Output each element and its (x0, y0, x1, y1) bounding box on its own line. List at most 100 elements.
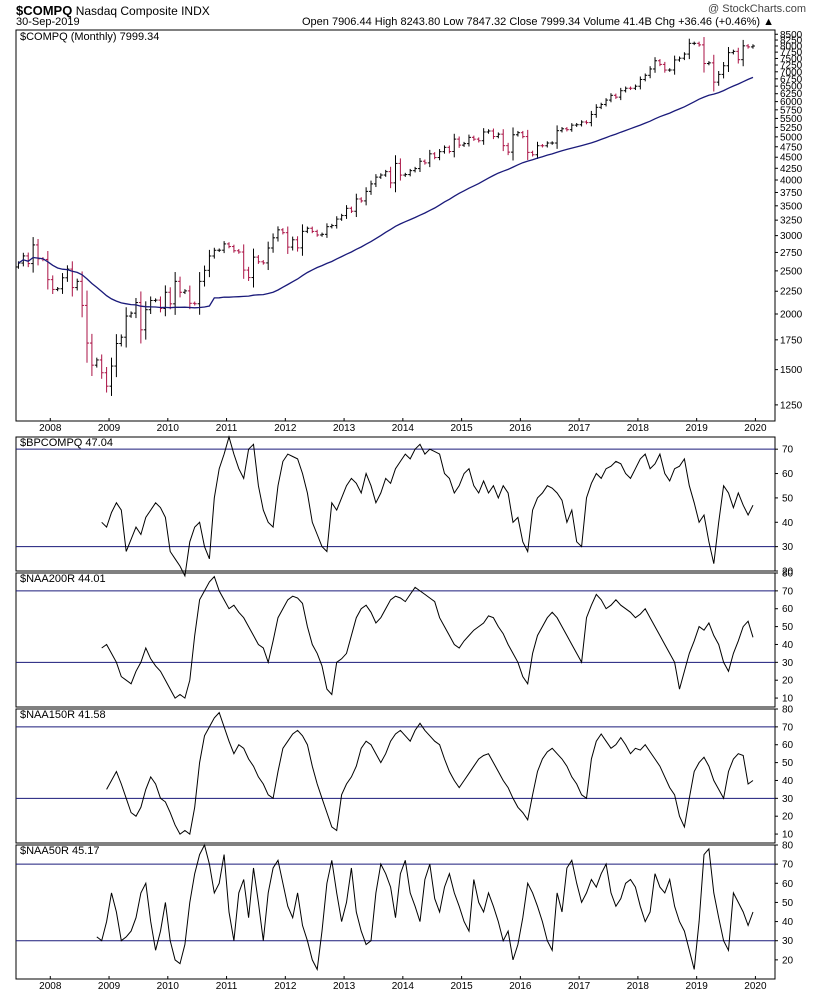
price-tick-label: 6500 (780, 82, 803, 93)
indicator-panel-title: $NAA50R 45.17 (20, 845, 100, 857)
indicator-tick-label: 50 (782, 898, 794, 909)
price-tick-label: 3750 (780, 188, 803, 199)
price-tick-label: 5500 (780, 114, 803, 125)
year-label: 2020 (744, 981, 767, 992)
year-label: 2014 (392, 981, 415, 992)
year-label: 2018 (627, 423, 650, 434)
price-tick-label: 8500 (780, 30, 803, 41)
price-tick-label: 6250 (780, 89, 803, 100)
indicator-tick-label: 60 (782, 740, 794, 751)
symbol-ticker: $COMPQ (16, 3, 73, 18)
indicator-panel-title: $BPCOMPQ 47.04 (20, 437, 113, 449)
indicator-tick-label: 70 (782, 586, 794, 597)
year-label: 2017 (568, 981, 591, 992)
indicator-tick-label: 60 (782, 469, 794, 480)
price-tick-label: 3000 (780, 231, 803, 242)
panel-frame-0 (15, 29, 776, 422)
indicator-line (101, 575, 754, 699)
stockcharts-logo: @ StockCharts.com (708, 3, 806, 15)
price-tick-label: 7750 (780, 48, 803, 59)
indicator-tick-label: 40 (782, 640, 794, 651)
indicator-tick-label: 70 (782, 860, 794, 871)
indicator-tick-label: 80 (782, 569, 794, 580)
year-label: 2012 (274, 423, 297, 434)
year-label: 2018 (627, 981, 650, 992)
indicator-panel-title: $NAA200R 44.01 (20, 573, 106, 585)
year-label: 2009 (98, 423, 121, 434)
year-label: 2017 (568, 423, 591, 434)
indicator-tick-label: 20 (782, 812, 794, 823)
year-label: 2019 (686, 981, 709, 992)
indicator-tick-label: 30 (782, 658, 794, 669)
year-label: 2009 (98, 981, 121, 992)
price-tick-label: 1500 (780, 365, 803, 376)
ohlc-summary: Open 7906.44 High 8243.80 Low 7847.32 Cl… (301, 16, 774, 28)
indicator-line (96, 843, 754, 972)
year-label: 2008 (39, 981, 62, 992)
moving-average-line (18, 76, 754, 309)
year-label: 2013 (333, 423, 356, 434)
price-tick-label: 8250 (780, 36, 803, 47)
price-tick-label: 2750 (780, 248, 803, 259)
indicator-tick-label: 30 (782, 542, 794, 553)
price-tick-label: 8000 (780, 41, 803, 52)
indicator-tick-label: 20 (782, 955, 794, 966)
price-tick-label: 5250 (780, 123, 803, 134)
indicator-tick-label: 70 (782, 445, 794, 456)
indicator-tick-label: 50 (782, 758, 794, 769)
price-tick-label: 3250 (780, 216, 803, 227)
year-label: 2016 (509, 423, 532, 434)
price-tick-label: 7500 (780, 54, 803, 65)
price-tick-label: 1750 (780, 335, 803, 346)
indicator-tick-label: 20 (782, 676, 794, 687)
indicator-tick-label: 80 (782, 841, 794, 852)
symbol-name: Nasdaq Composite INDX (75, 4, 210, 18)
symbol-title: $COMPQ Nasdaq Composite INDX (16, 3, 210, 18)
indicator-tick-label: 50 (782, 493, 794, 504)
year-label: 2020 (744, 423, 767, 434)
indicator-tick-label: 40 (782, 518, 794, 529)
panel-frame-2 (15, 572, 776, 708)
year-label: 2016 (509, 981, 532, 992)
indicator-tick-label: 70 (782, 722, 794, 733)
indicator-tick-label: 30 (782, 936, 794, 947)
chart-date: 30-Sep-2019 (16, 16, 80, 28)
price-tick-label: 2250 (780, 287, 803, 298)
price-tick-label: 4750 (780, 142, 803, 153)
indicator-tick-label: 40 (782, 917, 794, 928)
year-label: 2013 (333, 981, 356, 992)
panel-frame-1 (15, 436, 776, 572)
indicator-tick-label: 80 (782, 705, 794, 716)
price-tick-label: 7250 (780, 61, 803, 72)
price-tick-label: 7000 (780, 67, 803, 78)
panel-frame-4 (15, 844, 776, 980)
price-tick-label: 3500 (780, 201, 803, 212)
year-label: 2015 (450, 423, 473, 434)
panel-frame-3 (15, 708, 776, 844)
year-label: 2015 (450, 981, 473, 992)
indicator-tick-label: 60 (782, 879, 794, 890)
price-tick-label: 4500 (780, 153, 803, 164)
indicator-tick-label: 10 (782, 694, 794, 705)
price-tick-label: 4000 (780, 175, 803, 186)
indicator-tick-label: 20 (782, 567, 794, 578)
year-label: 2008 (39, 423, 62, 434)
indicator-tick-label: 10 (782, 830, 794, 841)
price-tick-label: 6000 (780, 97, 803, 108)
year-label: 2011 (216, 423, 238, 434)
year-label: 2010 (157, 423, 180, 434)
year-label: 2014 (392, 423, 415, 434)
year-label: 2019 (686, 423, 709, 434)
price-panel-title: $COMPQ (Monthly) 7999.34 (20, 31, 159, 43)
indicator-line (101, 435, 754, 578)
price-tick-label: 1250 (780, 400, 803, 411)
year-label: 2011 (216, 981, 238, 992)
price-tick-label: 5750 (780, 105, 803, 116)
indicator-tick-label: 30 (782, 794, 794, 805)
price-tick-label: 6750 (780, 74, 803, 85)
indicator-line (106, 711, 754, 835)
price-tick-label: 4250 (780, 164, 803, 175)
indicator-tick-label: 60 (782, 604, 794, 615)
price-tick-label: 2500 (780, 266, 803, 277)
